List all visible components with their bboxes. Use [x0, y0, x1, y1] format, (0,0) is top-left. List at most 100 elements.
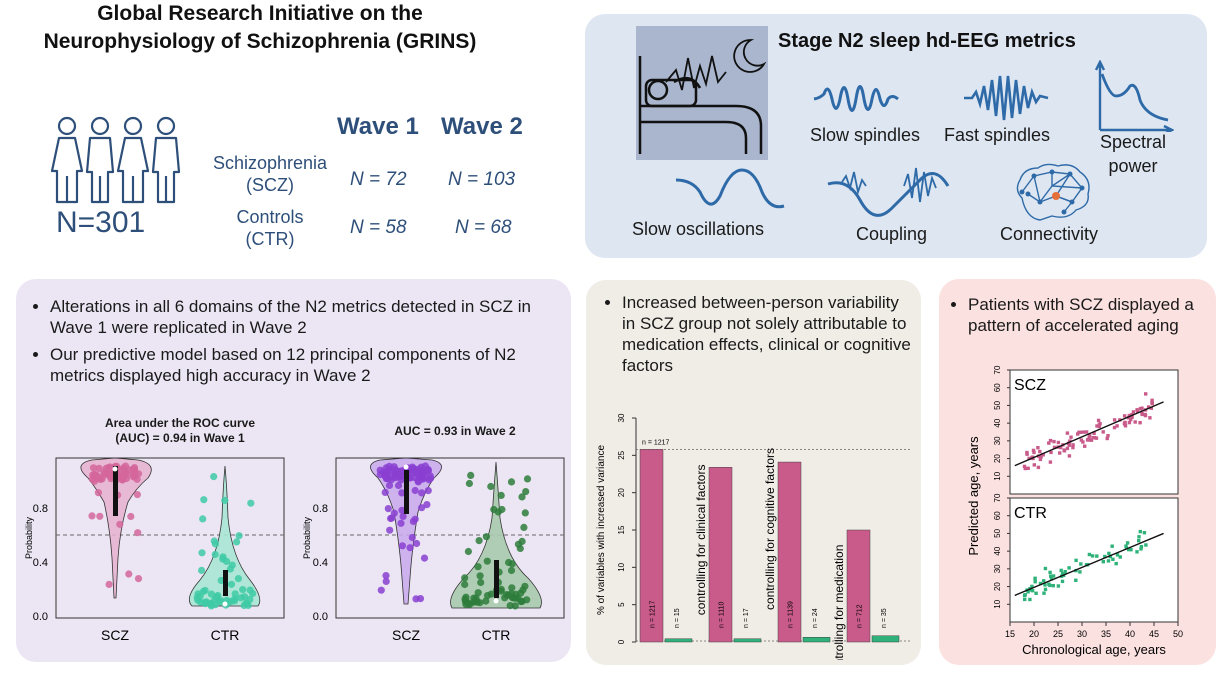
ctr-wave2-point	[487, 482, 495, 491]
bar-ctr-n-label: n = 24	[812, 608, 819, 628]
bar-scz-n-label: n = 1139	[788, 601, 795, 628]
scz-wave1-point	[89, 464, 98, 472]
ctr-wave1-point	[198, 566, 206, 574]
scatter-ytick-label: 40	[993, 418, 1002, 427]
plot2-ytick-2: 0.8	[313, 503, 328, 515]
scatter-point-scz	[1081, 440, 1085, 444]
ctr-wave2-point	[497, 585, 505, 593]
scatter-point-ctr	[1090, 554, 1095, 558]
ctr-wave2-point	[507, 478, 516, 486]
scatter-point-scz	[1023, 466, 1027, 471]
scatter-point-scz	[1081, 430, 1086, 434]
scatter-point-scz	[1048, 438, 1053, 443]
scatter-fit-line-scz	[1014, 401, 1164, 467]
bar-scz-n-label: n = 1110	[719, 601, 726, 628]
scz-wave1-point	[94, 489, 102, 497]
scz-wave1-point	[96, 512, 104, 520]
bar-scz-2	[777, 461, 802, 643]
scz-wave2-point	[418, 489, 426, 497]
scatter-point-ctr	[1106, 559, 1111, 563]
ctr-wave1-point	[199, 587, 207, 596]
scatter-point-scz	[1106, 434, 1110, 438]
scz-wave1-point	[116, 520, 124, 528]
scatter-point-scz	[1150, 401, 1154, 406]
scatter-point-scz	[1088, 438, 1092, 442]
scatter-fit-line-ctr	[1014, 532, 1164, 597]
scatter-ytick-label: 30	[993, 436, 1002, 445]
scatter-point-scz	[1127, 420, 1132, 425]
ctr-wave1-point	[199, 515, 207, 523]
bar-ytick-label: 0	[617, 639, 626, 644]
plot2-ylabel: Probability	[302, 516, 312, 559]
scatter-point-ctr	[1056, 584, 1061, 588]
scz-iqr-wave1	[113, 466, 118, 516]
slow-oscillations-label: Slow oscillations	[632, 219, 765, 239]
scatter-point-scz	[1048, 460, 1053, 464]
scatter-ytick-label: 40	[993, 546, 1002, 555]
scatter-point-ctr	[1033, 576, 1037, 580]
scatter-point-scz	[1067, 454, 1072, 458]
replication-bullet-2: Our predictive model based on 12 princip…	[50, 344, 566, 386]
scatter-point-ctr	[1051, 584, 1055, 588]
scatter-point-scz	[1140, 411, 1144, 415]
scatter-point-ctr	[1049, 577, 1054, 581]
scatter-point-scz	[1130, 412, 1134, 417]
ctr-wave1-point	[226, 565, 234, 573]
scatter-point-scz	[1087, 433, 1092, 438]
variability-bullets: Increased between-person variability in …	[600, 292, 915, 382]
scatter-point-scz	[1071, 445, 1075, 450]
scatter-point-scz	[1143, 413, 1148, 418]
ctr-wave2-point	[508, 560, 516, 568]
scatter-point-scz	[1052, 445, 1057, 450]
ctr-wave1-point	[207, 590, 215, 598]
scz-wave1-point	[95, 464, 103, 472]
scatter-xlabel: Chronological age, years	[1022, 642, 1166, 657]
scatter-point-scz	[1140, 406, 1144, 410]
scatter-point-scz	[1038, 457, 1043, 462]
ctr-wave1-point	[210, 473, 218, 481]
scatter-point-ctr	[1124, 546, 1129, 550]
scz-wave1-point	[91, 477, 99, 485]
scatter-point-ctr	[1138, 529, 1142, 534]
scatter-point-ctr	[1079, 562, 1083, 566]
scatter-ytick-label: 60	[993, 511, 1002, 520]
bar-group-label: controlling for medication	[832, 545, 846, 660]
ctr-wave2-point	[461, 595, 469, 603]
scatter-point-scz	[1083, 444, 1087, 448]
ctr-wave2-n: N = 68	[455, 217, 512, 238]
scatter-xtick-label: 50	[1173, 629, 1183, 639]
scz-wave2-point	[413, 539, 421, 548]
scatter-point-scz	[1094, 436, 1099, 440]
ctr-wave2-point	[487, 590, 495, 598]
plot1-ylabel: Probability	[24, 516, 34, 559]
scatter-point-scz	[1031, 448, 1036, 453]
ctr-wave2-point	[474, 563, 482, 571]
ctr-row-label: Controls (CTR)	[205, 206, 335, 250]
scatter-group-label: SCZ	[1014, 377, 1046, 394]
plot1-title-line1: Area under the ROC curve	[104, 416, 256, 430]
scz-label-line2: (SCZ)	[246, 175, 294, 195]
slow-spindles-label: Slow spindles	[810, 125, 921, 145]
scz-wave2-point	[418, 504, 426, 512]
scz-wave2-point	[411, 486, 419, 495]
scatter-point-ctr	[1034, 591, 1038, 595]
scatter-point-scz	[1077, 430, 1081, 435]
ctr-wave1-point	[200, 496, 208, 504]
replication-bullet-1: Alterations in all 6 domains of the N2 m…	[50, 296, 566, 338]
ctr-wave1-point	[246, 586, 254, 594]
scatter-point-scz	[1067, 443, 1071, 447]
connectivity-brain-icon	[1016, 163, 1090, 221]
scatter-point-scz	[1085, 438, 1090, 442]
scatter-point-scz	[1127, 413, 1131, 418]
ctr-wave1-point	[237, 594, 245, 602]
bar-ctr-0	[664, 638, 693, 643]
ctr-wave2-point	[518, 493, 526, 501]
scz-wave1-point	[88, 512, 96, 520]
scatter-point-ctr	[1063, 570, 1067, 574]
scatter-point-scz	[1122, 414, 1127, 418]
scz-wave2-point	[423, 501, 431, 509]
bar-scz-n-label: n = 712	[857, 604, 864, 628]
variability-bullet: Increased between-person variability in …	[622, 292, 915, 376]
plot1-frame	[55, 457, 285, 619]
bar-ctr-n-label: n = 15	[674, 608, 681, 628]
